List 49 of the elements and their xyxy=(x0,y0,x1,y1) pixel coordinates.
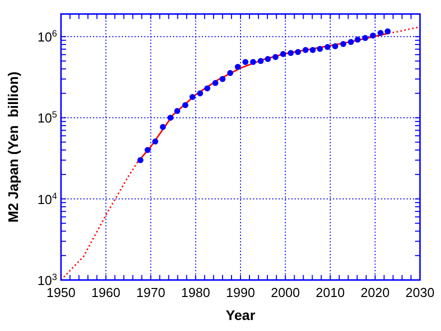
point xyxy=(302,46,309,53)
point xyxy=(152,138,158,144)
x-tick-label: 1960 xyxy=(91,285,120,300)
point xyxy=(354,36,361,43)
x-axis-title: Year xyxy=(226,307,256,323)
x-tick-label: 2010 xyxy=(316,285,345,300)
point xyxy=(294,48,301,55)
x-tick-label: 1950 xyxy=(46,285,76,300)
point xyxy=(204,85,210,92)
x-tick-label: 2020 xyxy=(360,285,390,300)
point xyxy=(242,58,248,65)
x-tick-label: 1990 xyxy=(226,285,255,300)
point xyxy=(316,46,323,52)
x-tick-label: 2030 xyxy=(406,285,434,300)
point xyxy=(167,114,174,121)
point xyxy=(332,43,338,50)
point xyxy=(288,50,294,56)
y-tick-label: 10$^{5}$ xyxy=(37,110,57,126)
point xyxy=(144,147,151,154)
x-tick-label: 2000 xyxy=(270,285,300,300)
point xyxy=(182,102,188,108)
y-axis-title: M2 Japan (Yen billion) xyxy=(5,72,21,222)
point xyxy=(227,70,234,76)
point xyxy=(272,54,279,60)
point xyxy=(378,30,384,36)
y-tick-label: 10$^{4}$ xyxy=(37,190,57,207)
point xyxy=(340,40,346,47)
point xyxy=(160,124,166,130)
point xyxy=(258,58,264,64)
point xyxy=(189,94,196,100)
point xyxy=(212,80,218,86)
point xyxy=(220,76,226,82)
point xyxy=(348,38,354,45)
point xyxy=(384,28,391,34)
y-tick-label: 10$^{6}$ xyxy=(37,28,57,45)
point xyxy=(264,56,271,62)
x-tick-label: 1970 xyxy=(136,285,166,300)
point xyxy=(310,46,316,53)
point xyxy=(197,90,204,96)
point xyxy=(280,50,286,57)
x-tick-label: 1980 xyxy=(181,285,210,300)
y-tick-label: 10$^{3}$ xyxy=(37,272,57,288)
point xyxy=(250,58,256,65)
point xyxy=(362,34,368,41)
point xyxy=(137,157,144,164)
point xyxy=(174,108,180,114)
point xyxy=(370,32,376,39)
point xyxy=(324,44,331,50)
point xyxy=(234,64,241,70)
